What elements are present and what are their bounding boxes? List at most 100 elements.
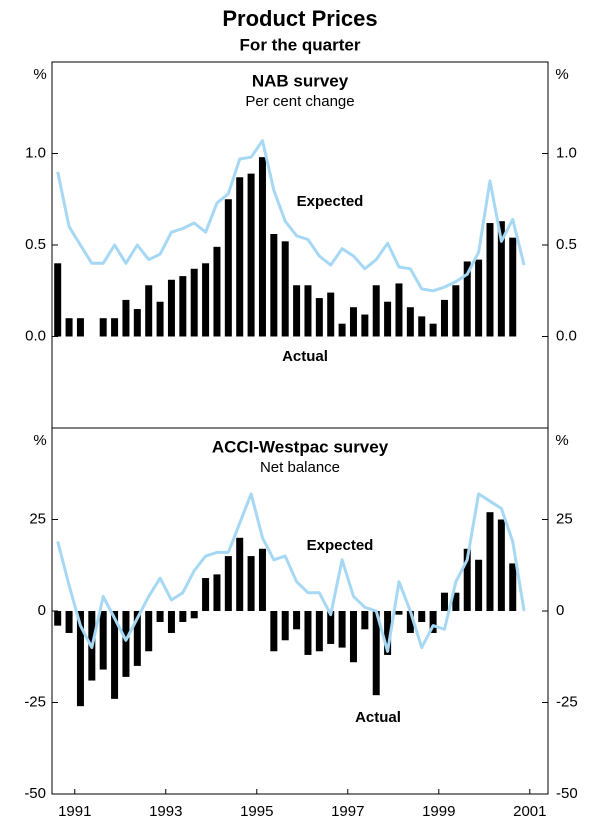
x-tick-label: 1993	[149, 803, 182, 820]
bar	[190, 268, 198, 337]
bar	[429, 611, 437, 633]
bar	[167, 279, 175, 337]
y-tick-label: 1.0	[25, 144, 46, 161]
bar	[395, 283, 403, 337]
y2-tick-label: -50	[556, 785, 578, 802]
bar	[486, 512, 494, 611]
bar	[202, 263, 210, 337]
bar	[315, 611, 323, 652]
y-tick-label: 0.0	[25, 327, 46, 344]
y2-tick-label: -25	[556, 693, 578, 710]
bar	[213, 246, 221, 337]
panel-title: ACCI-Westpac survey	[212, 437, 389, 456]
bar	[133, 309, 141, 337]
bar	[156, 301, 164, 337]
panel-subtitle: Per cent change	[245, 93, 354, 110]
bar	[270, 611, 278, 652]
bar	[429, 323, 437, 337]
bar	[145, 285, 153, 337]
bar	[475, 259, 483, 337]
bar	[281, 241, 289, 337]
bar	[463, 261, 471, 337]
bar	[304, 285, 312, 337]
bar	[76, 611, 84, 707]
bar	[247, 556, 255, 611]
panel-subtitle: Net balance	[260, 459, 340, 476]
bar	[304, 611, 312, 655]
bar	[418, 611, 426, 622]
bar	[509, 237, 517, 337]
y-tick-label: 25	[29, 510, 46, 527]
bar	[76, 318, 84, 337]
bar	[258, 548, 266, 611]
bar	[475, 559, 483, 611]
bar	[247, 173, 255, 337]
bar	[384, 301, 392, 337]
bar	[122, 611, 130, 677]
panel-title: NAB survey	[252, 71, 349, 90]
bar	[236, 537, 244, 611]
bar	[452, 285, 460, 337]
chart-title: Product Prices	[222, 6, 377, 31]
y-axis-unit: %	[33, 432, 46, 449]
y2-tick-label: 0.5	[556, 236, 577, 253]
bar	[497, 221, 505, 337]
y2-axis-unit: %	[555, 66, 568, 83]
bar	[54, 263, 62, 337]
bar	[258, 157, 266, 337]
bar	[111, 611, 119, 699]
bar	[65, 611, 73, 633]
series-label: Actual	[282, 348, 328, 365]
bar	[213, 574, 221, 611]
bar	[202, 578, 210, 611]
bar	[486, 223, 494, 337]
bar	[440, 299, 448, 337]
bar	[440, 592, 448, 611]
bar	[179, 611, 187, 622]
x-tick-label: 1997	[331, 803, 364, 820]
bar	[361, 611, 369, 630]
bar	[327, 611, 335, 644]
y2-tick-label: 0.0	[556, 327, 577, 344]
series-label: Actual	[355, 709, 401, 726]
bar	[452, 592, 460, 611]
y-tick-label: -25	[24, 693, 46, 710]
bar	[281, 611, 289, 641]
bar	[315, 298, 323, 337]
x-tick-label: 2001	[513, 803, 546, 820]
bar	[395, 611, 403, 615]
bar	[384, 611, 392, 655]
x-tick-label: 1995	[240, 803, 273, 820]
bar	[167, 611, 175, 633]
bar	[372, 285, 380, 337]
y2-tick-label: 0	[556, 602, 564, 619]
bar	[293, 285, 301, 337]
bar	[349, 611, 357, 663]
bar	[349, 307, 357, 337]
line	[56, 492, 526, 653]
bar	[372, 611, 380, 696]
bar	[406, 611, 414, 633]
bar	[361, 314, 369, 337]
bar	[179, 276, 187, 337]
bar	[463, 548, 471, 611]
series-label: Expected	[297, 193, 364, 210]
x-tick-label: 1999	[422, 803, 455, 820]
bar	[111, 318, 119, 337]
bar	[133, 611, 141, 666]
bar	[190, 611, 198, 619]
y-tick-label: 0.5	[25, 236, 46, 253]
bar	[99, 318, 107, 337]
bar	[236, 177, 244, 337]
bar	[224, 556, 232, 611]
bar	[54, 611, 62, 626]
bar	[293, 611, 301, 630]
line	[56, 139, 526, 293]
bar	[338, 323, 346, 337]
bar	[145, 611, 153, 652]
y2-axis-unit: %	[555, 432, 568, 449]
series-label: Expected	[307, 537, 374, 554]
bar	[327, 292, 335, 337]
